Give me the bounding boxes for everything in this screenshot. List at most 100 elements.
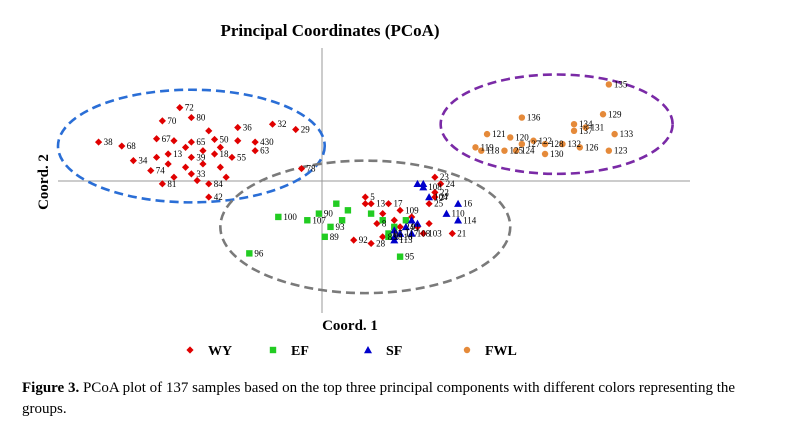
wy-point: [251, 147, 259, 155]
fwl-point: [518, 140, 526, 148]
fwl-point: [483, 130, 491, 138]
fwl-point-label: 129: [608, 109, 622, 119]
wy-point: [152, 135, 161, 143]
fwl-point: [570, 120, 578, 128]
fwl-point-label: 123: [614, 146, 628, 156]
wy-point: [222, 173, 230, 181]
wy-point-label: 65: [196, 137, 206, 147]
fwl-point-label: 121: [492, 129, 506, 139]
fwl-point-label: 134: [579, 119, 593, 129]
legend-sf-marker: [364, 346, 372, 354]
fwl-point-label: 133: [620, 129, 634, 139]
wy-point-label: 430: [260, 137, 274, 147]
wy-point-label: 36: [243, 123, 253, 133]
pcoa-chart: Principal Coordinates (PCoA) 72 70 80 36 32 2…: [36, 21, 690, 359]
sf-point-label: 116: [399, 232, 413, 242]
fwl-point-label: 131: [591, 123, 605, 133]
fwl-point-label: 125: [509, 146, 523, 156]
wy-point-label: 72: [185, 103, 194, 113]
ef-point: [315, 210, 323, 217]
fwl-point: [541, 140, 549, 148]
wy-point: [94, 138, 103, 146]
legend-wy-marker: [186, 346, 194, 354]
ef-point-label: 97: [393, 229, 403, 239]
fwl-point-label: 128: [550, 139, 564, 149]
sf-point-label: 108: [417, 229, 431, 239]
fwl-point-label: 118: [486, 146, 500, 156]
wy-point: [268, 120, 277, 128]
wy-point: [396, 223, 404, 231]
wy-point-label: 70: [167, 116, 177, 126]
wy-point-label: 34: [138, 156, 148, 166]
fwl-point: [478, 147, 485, 154]
figure-caption: Figure 3. PCoA plot of 137 samples based…: [22, 378, 782, 420]
sf-point: [407, 229, 416, 237]
wy-point-label: 80: [196, 113, 206, 123]
wy-point: [176, 104, 184, 112]
fwl-point-label: 126: [585, 142, 599, 152]
sf-point-label: 114: [463, 215, 477, 225]
wy-point: [187, 170, 195, 178]
wy-point: [199, 147, 207, 155]
ef-point-label: 95: [405, 252, 415, 262]
legend-fwl-marker: [463, 346, 471, 354]
ef-point: [246, 250, 253, 257]
wy-point-label: 23: [440, 172, 450, 182]
legend-fwl-label: FWL: [485, 344, 517, 359]
fwl-point-label: 132: [567, 139, 581, 149]
fwl-point-label: 122: [538, 136, 552, 146]
wy-point-label: 33: [196, 169, 206, 179]
fwl-point: [530, 137, 537, 144]
fwl-point-label: 124: [521, 146, 535, 156]
ef-point: [367, 210, 375, 217]
sf-point-label: 104: [434, 192, 448, 202]
ef-point: [321, 233, 328, 241]
ef-point-label: 98: [393, 232, 403, 242]
ef-point-label: 89: [330, 232, 340, 242]
fwl-point: [570, 127, 578, 135]
cluster-ellipse: [56, 88, 327, 204]
wy-point-label: 67: [162, 134, 172, 144]
wy-point: [170, 173, 178, 181]
ef-point: [327, 223, 334, 231]
wy-point: [129, 157, 137, 165]
fwl-point-label: 130: [550, 149, 564, 159]
legend-ef-label: EF: [291, 344, 309, 359]
fwl-point: [611, 130, 618, 138]
fwl-point-label: 136: [527, 113, 541, 123]
sf-point: [390, 232, 399, 241]
wy-point-label: 50: [220, 134, 230, 144]
wy-point: [425, 219, 433, 228]
wy-point-label: 39: [196, 152, 206, 162]
wy-point: [181, 143, 190, 151]
fwl-point: [501, 147, 508, 154]
wy-point: [164, 160, 172, 168]
wy-point-label: 81: [167, 179, 176, 189]
ef-point-label: 93: [336, 222, 346, 232]
fwl-point: [576, 144, 584, 151]
data-points: [94, 81, 618, 260]
wy-point: [431, 188, 439, 197]
wy-point-label: 13: [173, 149, 183, 159]
wy-point: [390, 216, 398, 224]
wy-point: [205, 193, 213, 201]
x-axis-label: Coord. 1: [322, 318, 378, 334]
wy-point: [199, 160, 207, 168]
wy-point-label: 25: [434, 199, 444, 209]
ef-point: [396, 253, 404, 260]
sf-point-label: 16: [463, 199, 473, 209]
wy-point-label: 78: [307, 164, 317, 174]
wy-point-label: 27: [440, 192, 450, 202]
sf-point: [401, 222, 410, 231]
wy-point: [187, 138, 195, 146]
wy-point-label: 5: [370, 192, 375, 202]
fwl-point: [599, 111, 607, 118]
fwl-point: [472, 144, 479, 151]
ef-point-label: 107: [312, 215, 326, 225]
wy-point: [152, 153, 161, 161]
wy-point-label: 24: [405, 222, 415, 232]
sf-point: [419, 179, 428, 188]
sf-point-label: 91: [411, 222, 420, 232]
fwl-point-label: 137: [579, 126, 593, 136]
wy-point-label: 24: [446, 179, 456, 189]
